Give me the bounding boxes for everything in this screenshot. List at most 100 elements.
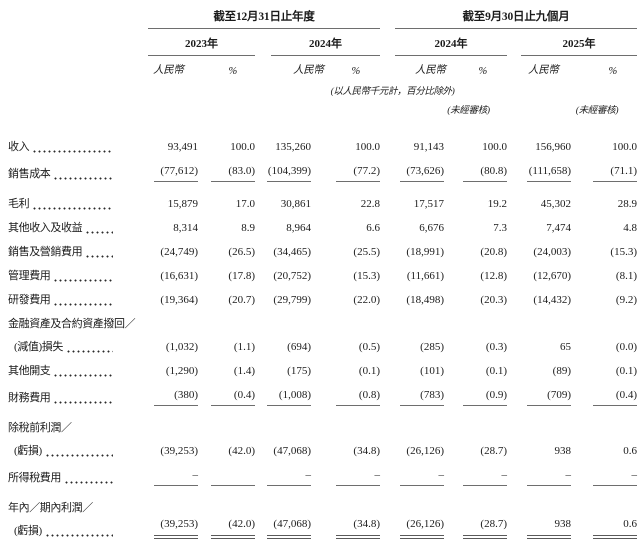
cell-value: (0.3) xyxy=(485,341,507,353)
row-label-text: 毛利 xyxy=(8,198,30,210)
cell-value: 15,879 xyxy=(167,198,198,210)
subcolumn-labels: 人民幣 % xyxy=(380,56,507,79)
year-2023-label: 2023年 xyxy=(148,29,255,56)
cell-value: ​ xyxy=(198,462,255,489)
row-label-text: (減值)損失 xyxy=(14,341,63,353)
row-label-text: (虧損) xyxy=(14,525,42,537)
cell-value: (0.1) xyxy=(485,365,507,377)
table-body: 收入 93,491 100.0 135,260 100.0 91,143 100.0 156,… xyxy=(0,120,637,542)
row-label: 年內／期內利潤／ (虧損) xyxy=(0,489,148,542)
cell-value: (77,612) xyxy=(148,158,198,185)
cell-value: – xyxy=(380,462,444,489)
table-row: 銷售及營銷費用 (24,749) (26.5) (34,465) (25.5) (18,9… xyxy=(0,239,637,263)
cell-value: – xyxy=(444,462,507,489)
cell-value: (42.0) xyxy=(198,489,255,542)
year-row: 2023年 2024年 2024年 2025年 xyxy=(0,29,637,56)
cell-value: (80.8) xyxy=(444,158,507,185)
period-group-row: 截至12月31日止年度 截至9月30日止九個月 xyxy=(0,2,637,29)
spacer-cell xyxy=(0,79,148,98)
cell-value: (26,126) xyxy=(380,489,444,542)
cell-value: 156,960 xyxy=(535,141,571,153)
spacer-cell xyxy=(0,2,148,29)
cell-value: (0.0) xyxy=(615,341,637,353)
cell-value: (0.4) xyxy=(571,382,637,409)
cell-value: 938 xyxy=(507,489,571,542)
cell-value: (22.0) xyxy=(353,294,380,306)
cell-value: (20,752) xyxy=(273,270,311,282)
cell-value: (47,068) xyxy=(273,445,311,457)
cell-value: (20.8) xyxy=(480,246,507,258)
cell-value: (15.3) xyxy=(353,270,380,282)
cell-value: (380) xyxy=(148,382,198,409)
cell-value: (1,008) xyxy=(255,382,311,409)
cell-value: (39,253) xyxy=(160,445,198,457)
dot-leader xyxy=(53,374,113,377)
cell-value: (0.4) xyxy=(198,382,255,409)
row-label-text: 其他開支 xyxy=(8,365,51,377)
percent-label: % xyxy=(351,66,361,77)
dot-leader xyxy=(32,207,113,210)
cell-value: 17,517 xyxy=(413,198,444,210)
spacer-cell xyxy=(0,29,148,56)
cell-value: 4.8 xyxy=(623,222,637,234)
table-row: 銷售成本 (77,612) (83.0) (104,399) (77.2) (73,626… xyxy=(0,158,637,185)
year-2024-9m-cell: 2024年 xyxy=(380,29,507,56)
cell-value: (83.0) xyxy=(198,158,255,185)
cell-value: (783) xyxy=(380,382,444,409)
row-label: 管理費用 xyxy=(0,263,148,287)
cell-value: (20.7) xyxy=(228,294,255,306)
row-label: 研發費用 xyxy=(0,287,148,311)
cell-value: (12.8) xyxy=(480,270,507,282)
cell-value: – xyxy=(311,462,380,489)
row-label-text: 金融資產及合約資產撥回／ xyxy=(8,318,136,330)
cell-value: (71.1) xyxy=(571,158,637,185)
dot-leader xyxy=(53,279,113,282)
cell-value: 28.9 xyxy=(617,198,637,210)
cell-value: 938 xyxy=(554,445,572,457)
subcolumn-row: 人民幣 % 人民幣 % 人民幣 % 人民幣 % xyxy=(0,56,637,79)
cell-value: 135,260 xyxy=(275,141,311,153)
cell-value: 19.2 xyxy=(487,198,507,210)
dot-leader xyxy=(85,231,113,234)
spacer-cell xyxy=(0,98,380,120)
table-header: 截至12月31日止年度 截至9月30日止九個月 2023年 2024年 2024… xyxy=(0,2,637,120)
table-row: 金融資產及合約資產撥回／ (減值)損失 (1,032) (1.1) (694) (0.5)… xyxy=(0,311,637,358)
dot-leader xyxy=(65,350,113,353)
cell-value: (0.5) xyxy=(358,341,380,353)
cell-value: (17.8) xyxy=(228,270,255,282)
period-group-1: 截至12月31日止年度 xyxy=(148,2,380,29)
table-row: 管理費用 (16,631) (17.8) (20,752) (15.3) (11,661)… xyxy=(0,263,637,287)
currency-label: 人民幣 xyxy=(415,65,446,76)
year-2024-9m-label: 2024年 xyxy=(395,29,507,56)
cell-value: (34.8) xyxy=(353,445,380,457)
row-label: 金融資產及合約資產撥回／ (減值)損失 xyxy=(0,311,148,358)
row-label-text: 銷售及營銷費用 xyxy=(8,246,83,258)
table-row: 其他開支 (1,290) (1.4) (175) (0.1) (101) (0.1) (89)… xyxy=(0,358,637,382)
cell-value: (8.1) xyxy=(615,270,637,282)
row-label: 除稅前利潤／ (虧損) xyxy=(0,409,148,462)
percent-label: % xyxy=(228,66,238,77)
cell-value: (29,799) xyxy=(273,294,311,306)
cell-value: (26,126) xyxy=(406,445,444,457)
cell-value: (9.2) xyxy=(615,294,637,306)
period-group-1-title: 截至12月31日止年度 xyxy=(148,2,380,29)
year-2023-cell: 2023年 xyxy=(148,29,255,56)
cell-value: 65 xyxy=(560,341,571,353)
cell-value: 8,314 xyxy=(173,222,198,234)
cell-value: (28.7) xyxy=(480,445,507,457)
table-row: 年內／期內利潤／ (虧損) (39,253) (42.0) (47,068) (34.8)… xyxy=(0,489,637,542)
currency-label: 人民幣 xyxy=(153,65,184,76)
row-label: 其他開支 xyxy=(0,358,148,382)
cell-value: 100.0 xyxy=(482,141,507,153)
unaudited-note-2024: (未經審核) xyxy=(447,106,490,116)
row-label: 毛利 xyxy=(0,185,148,215)
dot-leader xyxy=(53,177,113,180)
dot-leader xyxy=(85,255,113,258)
period-group-2-title: 截至9月30日止九個月 xyxy=(395,2,637,29)
cell-value: (28.7) xyxy=(444,489,507,542)
cell-value: (0.8) xyxy=(311,382,380,409)
cell-value: (111,658) xyxy=(507,158,571,185)
table-row: 收入 93,491 100.0 135,260 100.0 91,143 100.0 156,… xyxy=(0,120,637,158)
spacer-cell xyxy=(0,56,148,79)
